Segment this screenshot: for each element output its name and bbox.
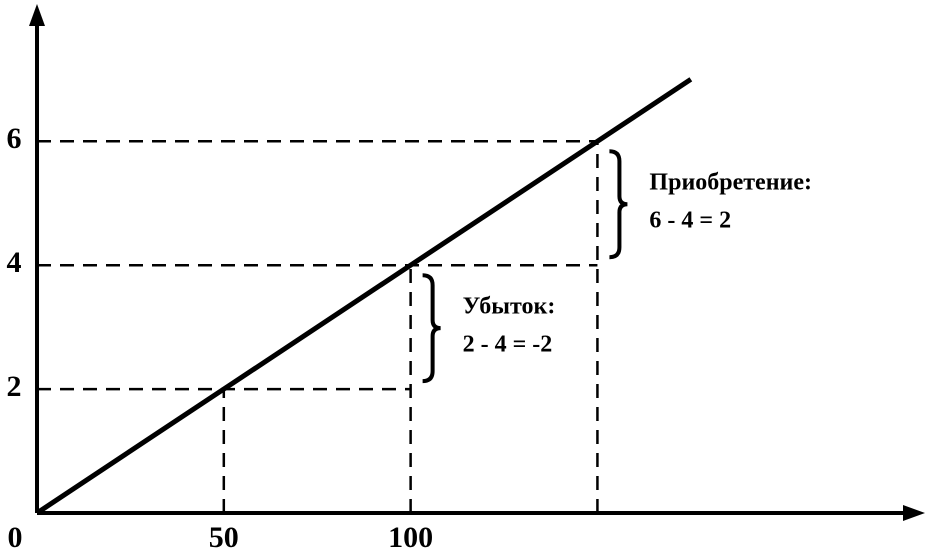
- x-tick-label: 50: [209, 521, 239, 554]
- brace: [422, 273, 441, 384]
- annotation-text: 6 - 4 = 2: [649, 208, 731, 234]
- annotation-text: 2 - 4 = -2: [463, 332, 553, 358]
- annotation-title: Приобретение:: [649, 170, 812, 196]
- annotation-title: Убыток:: [463, 294, 556, 320]
- y-tick-label: 4: [7, 246, 22, 279]
- y-tick-label: 6: [7, 122, 22, 155]
- y-axis-arrow: [29, 4, 45, 26]
- x-axis-arrow: [903, 505, 925, 521]
- x-tick-label: 100: [388, 521, 433, 554]
- brace: [609, 149, 628, 260]
- line: [35, 77, 693, 516]
- x-tick-label: 0: [8, 521, 23, 554]
- y-tick-label: 2: [7, 370, 22, 403]
